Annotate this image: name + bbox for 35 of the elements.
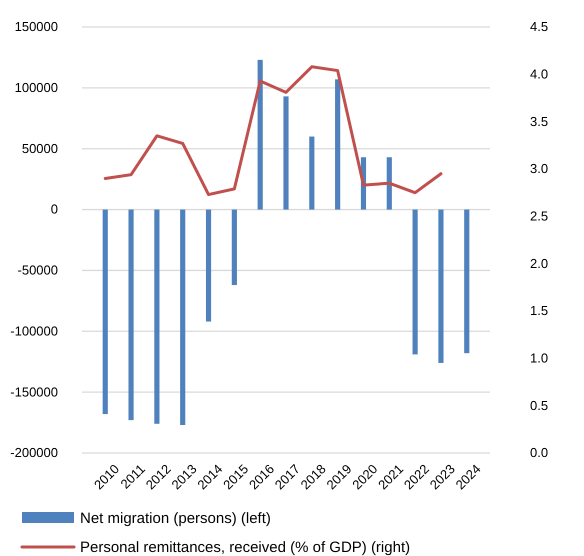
- y-tick-label: 100000: [14, 80, 58, 96]
- y2-tick-label: 3.5: [530, 114, 548, 129]
- y-tick-label: 0: [50, 202, 58, 217]
- y-tick-label: -50000: [18, 262, 58, 278]
- bar: [464, 210, 470, 354]
- line-series: [104, 65, 442, 196]
- y-tick-label: -150000: [10, 384, 58, 400]
- bar: [102, 210, 108, 414]
- y-tick-label: 150000: [14, 19, 58, 34]
- y2-tick-label: 2.5: [530, 208, 548, 224]
- y2-tick-label: 0.5: [530, 398, 548, 413]
- bar: [128, 210, 134, 420]
- y-tick-label: -200000: [10, 445, 58, 460]
- bar: [412, 210, 418, 354]
- bar: [180, 210, 186, 426]
- y2-tick-label: 4.0: [530, 66, 548, 82]
- y2-tick-label: 2.0: [530, 256, 548, 271]
- y2-tick-label: 3.0: [530, 161, 548, 176]
- y2-tick-label: 0.0: [530, 445, 548, 460]
- bar: [232, 210, 237, 286]
- bar: [309, 136, 314, 210]
- bar: [258, 60, 263, 210]
- bar: [206, 210, 212, 322]
- y2-tick-label: 4.5: [530, 19, 548, 34]
- y-tick-label: -100000: [10, 323, 58, 338]
- legend-label: Personal remittances, received (% of GDP) (right): [80, 539, 410, 556]
- y2-tick-label: 1.5: [530, 303, 548, 318]
- bar: [335, 79, 340, 210]
- bar: [154, 210, 160, 424]
- y-tick-label: 50000: [22, 140, 58, 156]
- bar: [283, 96, 289, 210]
- bar: [386, 157, 392, 210]
- legend-label: Net migration (persons) (left): [80, 510, 271, 527]
- y2-tick-label: 1.0: [530, 350, 548, 366]
- bar: [438, 210, 444, 363]
